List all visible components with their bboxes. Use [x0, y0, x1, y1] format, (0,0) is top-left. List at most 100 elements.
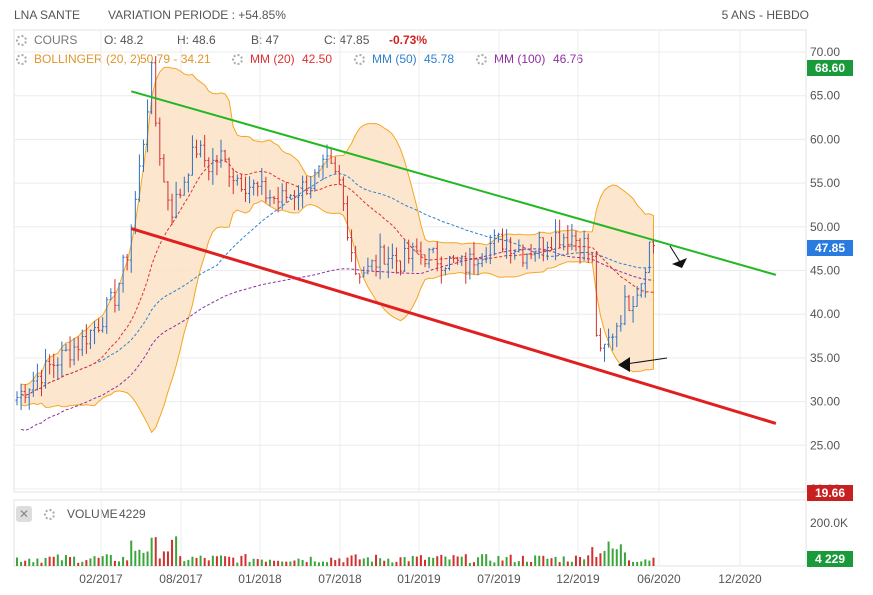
- volume-bar: [195, 557, 198, 566]
- volume-bar: [85, 560, 88, 566]
- volume-bar: [113, 560, 116, 566]
- volume-bar: [166, 551, 169, 566]
- x-tick-label: 08/2017: [159, 572, 203, 586]
- volume-bar: [60, 560, 63, 566]
- volume-bar: [644, 559, 647, 566]
- badge-current-bg: [807, 240, 853, 256]
- y-tick-label: 50.00: [810, 220, 840, 234]
- volume-bar: [326, 562, 329, 566]
- volume-bar: [334, 560, 337, 566]
- volume-bar: [268, 559, 271, 566]
- variation-text: VARIATION PERIODE : +54.85%: [108, 8, 286, 22]
- volume-bar: [36, 558, 39, 566]
- x-tick-label: 06/2020: [637, 572, 681, 586]
- volume-bar: [118, 561, 120, 566]
- mm50-gear-icon[interactable]: [354, 54, 365, 65]
- volume-bar: [187, 559, 190, 566]
- volume-bar: [383, 560, 386, 566]
- bollinger-values: 50.79 - 34.21: [140, 52, 211, 66]
- y-tick-label: 60.00: [810, 132, 840, 146]
- volume-bar: [599, 553, 602, 566]
- volume-bar: [273, 560, 276, 566]
- volume-gear-icon[interactable]: [44, 509, 55, 520]
- volume-bar: [330, 557, 333, 566]
- mm100-gear-icon[interactable]: [476, 54, 487, 65]
- volume-bar: [391, 562, 394, 566]
- volume-bar: [636, 561, 639, 566]
- x-tick-label: 01/2018: [238, 572, 282, 586]
- volume-bar: [89, 558, 92, 566]
- volume-bar: [179, 556, 182, 566]
- volume-close-icon[interactable]: ✕: [16, 506, 32, 522]
- volume-bar: [448, 559, 451, 566]
- volume-bar: [579, 556, 582, 566]
- volume-bar: [232, 557, 235, 566]
- period-selector[interactable]: 5 ANS - HEBDO: [721, 8, 809, 22]
- ticker-title: LNA SANTE: [14, 8, 81, 22]
- volume-bar: [464, 554, 467, 566]
- volume-bar: [623, 552, 626, 566]
- volume-bar: [244, 554, 247, 566]
- mm100-label: MM (100): [494, 52, 546, 66]
- volume-bar: [64, 555, 67, 566]
- y-tick-label: 30.00: [810, 395, 840, 409]
- volume-bar: [570, 561, 573, 566]
- volume-bar: [513, 562, 516, 566]
- badge-bottom: 19.66: [815, 486, 845, 500]
- volume-bar: [211, 555, 214, 566]
- volume-bar: [362, 558, 365, 566]
- volume-bar: [505, 557, 508, 566]
- support-trendline: [130, 227, 777, 425]
- mm50-line: [20, 173, 654, 396]
- volume-bar: [228, 556, 231, 566]
- volume-bar: [93, 556, 96, 566]
- volume-label: VOLUME: [67, 507, 118, 521]
- volume-bar: [175, 536, 178, 566]
- volume-bar: [252, 558, 255, 566]
- volume-bar: [346, 557, 349, 566]
- volume-bar: [256, 559, 259, 566]
- mm100-value: 46.76: [553, 52, 584, 66]
- volume-bar: [154, 537, 157, 566]
- volume-bar: [73, 556, 76, 566]
- volume-bar: [322, 561, 324, 566]
- volume-bar: [640, 561, 643, 566]
- volume-bar: [138, 549, 141, 566]
- volume-bar: [554, 556, 557, 566]
- badge-volume: 4 229: [815, 552, 845, 566]
- volume-bar: [501, 560, 504, 566]
- volume-bar: [395, 561, 398, 566]
- y-tick-label: 70.00: [810, 45, 840, 59]
- volume-bar: [375, 554, 378, 566]
- volume-bar: [615, 549, 618, 566]
- volume-bar: [366, 557, 369, 566]
- cours-gear-icon[interactable]: [16, 35, 27, 46]
- volume-bar: [264, 561, 267, 566]
- volume-bar: [477, 557, 480, 566]
- volume-bar: [489, 560, 492, 566]
- arrow-support-line: [625, 357, 668, 365]
- volume-bar: [281, 561, 284, 566]
- change-value: -0.73%: [389, 33, 428, 47]
- volume-bar: [444, 556, 447, 566]
- volume-bar: [215, 556, 218, 566]
- volume-bar: [611, 548, 614, 566]
- volume-bar: [122, 556, 125, 566]
- mm20-gear-icon[interactable]: [232, 54, 243, 65]
- volume-bar: [530, 561, 533, 566]
- volume-bar: [260, 559, 263, 566]
- volume-bar: [126, 560, 129, 566]
- volume-bar: [619, 544, 622, 566]
- volume-bar: [162, 551, 165, 566]
- y-tick-label: 65.00: [810, 89, 840, 103]
- cours-label: COURS: [34, 33, 78, 47]
- volume-bar: [566, 561, 569, 566]
- badge-top: 68.60: [815, 61, 845, 75]
- arrow-support-head: [618, 357, 630, 372]
- volume-bar: [350, 555, 353, 566]
- volume-bar: [460, 556, 463, 566]
- volume-bar: [472, 562, 475, 566]
- volume-bar: [546, 558, 549, 566]
- bollinger-gear-icon[interactable]: [16, 54, 27, 65]
- volume-bar: [574, 555, 577, 566]
